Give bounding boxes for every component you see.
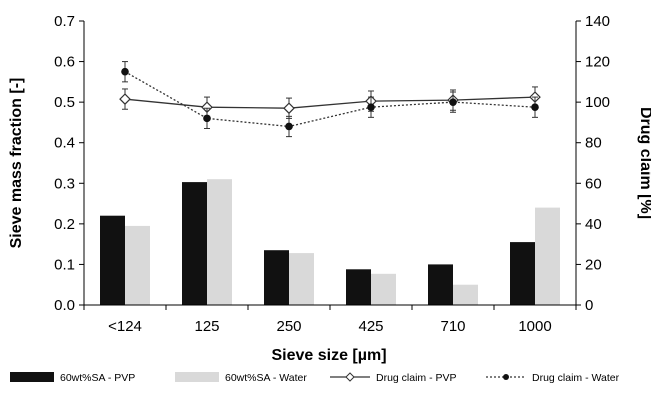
bar bbox=[182, 182, 207, 305]
bar bbox=[453, 284, 478, 305]
bar bbox=[264, 250, 289, 305]
y-tick-label: 0.5 bbox=[54, 94, 75, 111]
bar bbox=[428, 264, 453, 305]
legend-label: 60wt%SA - Water bbox=[225, 372, 307, 384]
y-axis-title: Sieve mass fraction [-] bbox=[8, 78, 25, 249]
legend-label: 60wt%SA - PVP bbox=[60, 372, 135, 384]
x-tick-label: 1000 bbox=[518, 318, 551, 335]
bar bbox=[510, 242, 535, 305]
bar bbox=[289, 253, 314, 305]
bar bbox=[125, 225, 150, 305]
x-tick-label: 710 bbox=[440, 318, 465, 335]
legend-label: Drug claim - Water bbox=[532, 372, 620, 384]
y-tick-label: 0.3 bbox=[54, 175, 75, 192]
y2-tick-label: 140 bbox=[585, 13, 610, 30]
point-marker bbox=[531, 103, 539, 112]
bar bbox=[346, 269, 371, 305]
y-tick-label: 0.4 bbox=[54, 135, 75, 152]
axes-layer bbox=[79, 20, 581, 310]
x-tick-label: 250 bbox=[276, 318, 301, 335]
y2-axis-title: Drug claim [%] bbox=[637, 107, 651, 219]
bar bbox=[371, 273, 396, 305]
y2-tick-label: 0 bbox=[585, 297, 593, 314]
y-tick-label: 0.0 bbox=[54, 297, 75, 314]
y2-tick-label: 80 bbox=[585, 135, 602, 152]
y-tick-label: 0.7 bbox=[54, 13, 75, 30]
point-marker bbox=[449, 98, 457, 106]
point-marker bbox=[203, 114, 211, 123]
y2-tick-label: 60 bbox=[585, 175, 602, 192]
legend: 60wt%SA - PVP 60wt%SA - Water Drug claim -… bbox=[10, 372, 620, 384]
y2-tick-label: 120 bbox=[585, 54, 610, 71]
x-axis-title: Sieve size [µm] bbox=[271, 347, 386, 364]
series-line bbox=[124, 71, 536, 128]
legend-swatch bbox=[10, 372, 54, 382]
point-marker bbox=[367, 103, 375, 112]
point-marker bbox=[285, 122, 293, 131]
y-tick-label: 0.2 bbox=[54, 216, 75, 233]
y-tick-label: 0.6 bbox=[54, 54, 75, 71]
bar bbox=[535, 207, 560, 305]
y-tick-label: 0.1 bbox=[54, 256, 75, 273]
legend-marker bbox=[503, 374, 509, 380]
legend-swatch bbox=[175, 372, 219, 382]
bars-layer bbox=[100, 179, 560, 305]
x-tick-label: <124 bbox=[108, 318, 142, 335]
x-tick-label: 125 bbox=[194, 318, 219, 335]
bar bbox=[207, 179, 232, 305]
y2-tick-label: 100 bbox=[585, 94, 610, 111]
legend-marker bbox=[345, 372, 355, 382]
legend-label: Drug claim - PVP bbox=[376, 372, 457, 384]
point-marker bbox=[283, 102, 295, 115]
point-marker bbox=[121, 67, 129, 76]
ticks-layer: 0.0 0.1 0.2 0.3 0.4 0.5 0.6 0.7 0 20 40 60 80 100 120 1… bbox=[54, 13, 610, 335]
bar bbox=[100, 215, 125, 305]
x-tick-label: 425 bbox=[358, 318, 383, 335]
y2-tick-label: 40 bbox=[585, 216, 602, 233]
lines-layer bbox=[119, 61, 541, 138]
series-line bbox=[124, 96, 536, 109]
y2-tick-label: 20 bbox=[585, 256, 602, 273]
point-marker bbox=[119, 93, 131, 105]
